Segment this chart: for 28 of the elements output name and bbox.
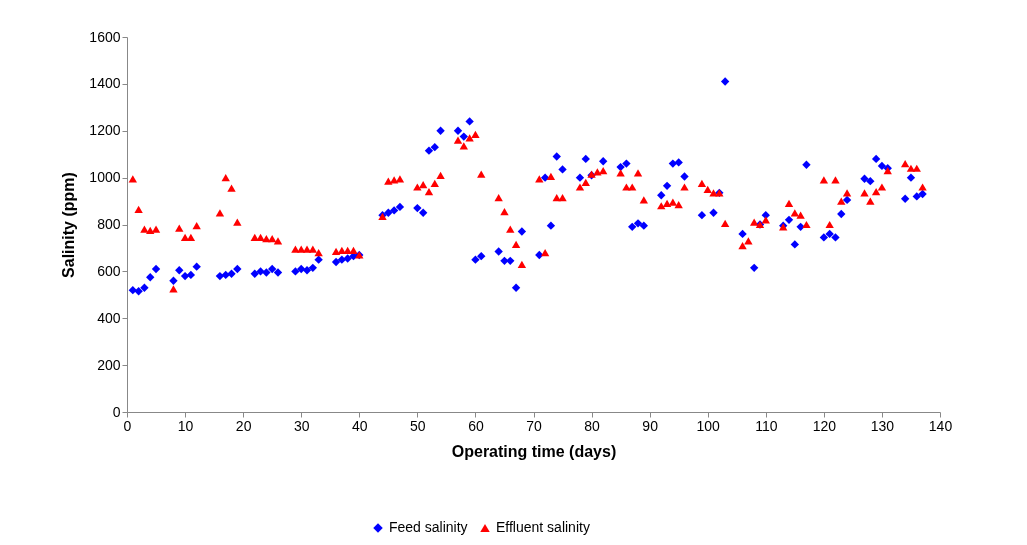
- y-tick-label: 1400: [89, 75, 121, 92]
- y-tick-label: 600: [97, 262, 121, 279]
- x-axis-title: Operating time (days): [451, 442, 617, 460]
- x-tick-label: 60: [468, 417, 484, 434]
- x-tick-label: 100: [696, 417, 721, 434]
- x-tick-label: 30: [293, 417, 310, 434]
- x-tick-label: 80: [584, 417, 601, 434]
- x-tick-label: 40: [352, 417, 368, 434]
- y-tick-label: 1000: [89, 169, 121, 186]
- y-tick-label: 0: [112, 403, 121, 420]
- x-tick-label: 130: [870, 417, 895, 434]
- x-tick-label: 20: [235, 417, 252, 434]
- x-tick-label: 140: [928, 417, 953, 434]
- x-tick-label: 50: [410, 417, 426, 434]
- y-tick-label: 800: [97, 216, 121, 232]
- y-tick-label: 400: [97, 309, 121, 326]
- legend-label: Feed salinity: [389, 519, 468, 535]
- x-tick-label: 90: [642, 417, 659, 434]
- y-tick-label: 200: [97, 356, 121, 373]
- x-tick-label: 10: [177, 417, 194, 434]
- x-tick-label: 110: [755, 417, 778, 434]
- y-axis-title: Salinity (ppm): [60, 172, 78, 278]
- x-tick-label: 0: [123, 417, 132, 434]
- y-tick-label: 1200: [89, 122, 121, 139]
- y-tick-label: 1600: [89, 28, 121, 45]
- legend-label: Effluent salinity: [496, 519, 590, 535]
- x-tick-label: 120: [812, 417, 837, 434]
- x-tick-label: 70: [526, 417, 542, 434]
